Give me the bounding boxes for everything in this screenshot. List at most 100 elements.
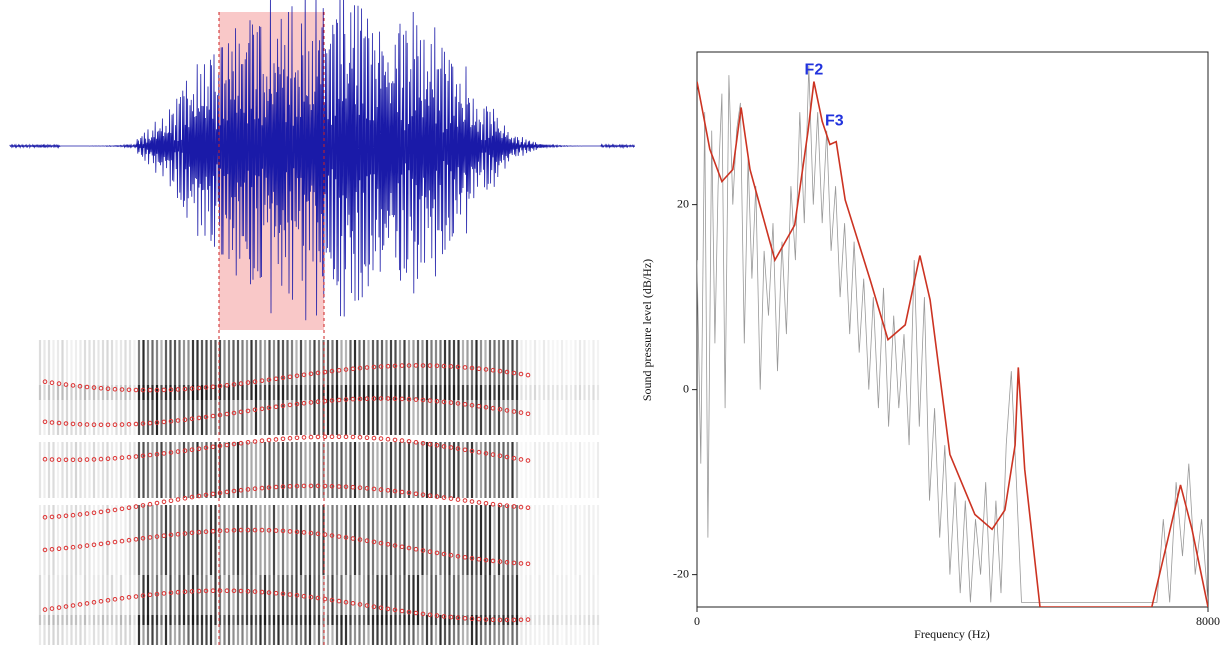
formant-dot bbox=[217, 443, 223, 449]
formant-dot bbox=[406, 609, 412, 615]
formant-dot bbox=[427, 612, 433, 618]
formant-dot bbox=[294, 401, 300, 407]
formant-dot bbox=[182, 496, 188, 501]
formant-dot bbox=[203, 529, 209, 535]
formant-dot bbox=[245, 408, 251, 414]
formant-dot bbox=[448, 364, 454, 369]
formant-dot bbox=[175, 531, 181, 537]
formant-dot bbox=[98, 509, 104, 515]
formant-dot bbox=[469, 556, 475, 561]
formant-dot bbox=[294, 593, 300, 598]
formant-dot bbox=[140, 453, 146, 459]
formant-dot bbox=[469, 402, 475, 408]
formant-dot bbox=[126, 422, 132, 427]
formant-dot bbox=[350, 396, 356, 402]
formant-dot bbox=[343, 535, 349, 540]
formant-dot bbox=[273, 590, 279, 596]
formant-dot bbox=[483, 617, 489, 622]
formant-dot bbox=[343, 484, 349, 490]
formant-dot bbox=[434, 363, 440, 369]
formant-dot bbox=[133, 594, 139, 599]
formant-dot bbox=[385, 542, 391, 547]
formant-dot bbox=[189, 416, 195, 422]
formant-dot bbox=[483, 451, 489, 456]
y-tick-label: -20 bbox=[673, 566, 689, 580]
formant-dot bbox=[42, 419, 48, 425]
formant-dot bbox=[287, 402, 293, 408]
formant-dot bbox=[231, 528, 237, 533]
formant-dot bbox=[308, 371, 314, 377]
formant-dot bbox=[91, 600, 97, 605]
formant-dot bbox=[49, 457, 55, 462]
formant-dot bbox=[91, 457, 97, 462]
formant-dot bbox=[385, 488, 391, 493]
formant-dot bbox=[483, 367, 489, 372]
plot-frame bbox=[696, 51, 1209, 608]
formant-dot bbox=[175, 418, 181, 423]
formant-dot bbox=[126, 505, 132, 511]
formant-dot bbox=[238, 381, 244, 386]
formant-dot bbox=[196, 493, 202, 499]
formant-dot bbox=[385, 396, 391, 401]
formant-dot bbox=[49, 380, 55, 386]
formant-dot bbox=[287, 592, 293, 597]
formant-dot bbox=[490, 617, 496, 623]
formant-dot bbox=[315, 434, 321, 440]
formant-dot bbox=[280, 591, 286, 597]
formant-dot bbox=[476, 449, 482, 455]
formant-dot bbox=[49, 514, 55, 520]
formant-dot bbox=[343, 367, 349, 372]
formant-dot bbox=[469, 499, 475, 504]
formant-dot bbox=[273, 484, 279, 490]
formant-dot bbox=[70, 544, 76, 550]
formant-dot bbox=[518, 410, 524, 415]
formant-dot bbox=[280, 403, 286, 409]
formant-dot bbox=[364, 435, 370, 441]
formant-dot bbox=[469, 365, 475, 371]
formant-dot bbox=[378, 436, 384, 441]
formant-dot bbox=[504, 617, 510, 623]
formant-dot bbox=[217, 588, 223, 594]
formant-dot bbox=[266, 485, 272, 490]
formant-dot bbox=[441, 444, 447, 449]
formant-dot bbox=[42, 379, 48, 385]
formant-dot bbox=[196, 446, 202, 452]
formant-dot bbox=[476, 366, 482, 372]
formant-dot bbox=[77, 457, 83, 463]
y-axis-label: Sound pressure level (dB/Hz) bbox=[640, 259, 654, 401]
formant-dot bbox=[70, 457, 76, 463]
formant-dot bbox=[371, 396, 377, 401]
formant-dot bbox=[224, 489, 230, 495]
formant-dot bbox=[385, 606, 391, 612]
formant-dot bbox=[231, 488, 237, 494]
formant-dot bbox=[231, 588, 237, 594]
formant-dot bbox=[350, 434, 356, 440]
formant-dot bbox=[182, 448, 188, 454]
formant-dot bbox=[413, 610, 419, 616]
formant-dot bbox=[210, 491, 216, 497]
formant-dot bbox=[161, 451, 167, 456]
formant-dot bbox=[448, 400, 454, 405]
formant-dot bbox=[350, 366, 356, 372]
formant-dot bbox=[147, 387, 153, 393]
formant-dot bbox=[427, 549, 433, 555]
formant-dot bbox=[189, 530, 195, 536]
formant-dot bbox=[231, 382, 237, 387]
formant-dot bbox=[357, 435, 363, 440]
formant-dot bbox=[378, 487, 384, 492]
formant-dot bbox=[140, 421, 146, 426]
formant-dot bbox=[378, 605, 384, 611]
formant-dot bbox=[308, 530, 314, 536]
formant-dot bbox=[63, 545, 69, 551]
formant-dot bbox=[336, 368, 342, 373]
formant-dot bbox=[154, 420, 160, 425]
formant-dot bbox=[455, 615, 461, 621]
formant-dot bbox=[364, 538, 370, 544]
formant-dot bbox=[77, 512, 83, 517]
formant-dot bbox=[70, 421, 76, 427]
formant-dot bbox=[329, 368, 335, 374]
formant-dot bbox=[490, 367, 496, 373]
formant-dot bbox=[91, 385, 97, 390]
formant-dot bbox=[511, 617, 517, 623]
formant-dot bbox=[441, 363, 447, 369]
